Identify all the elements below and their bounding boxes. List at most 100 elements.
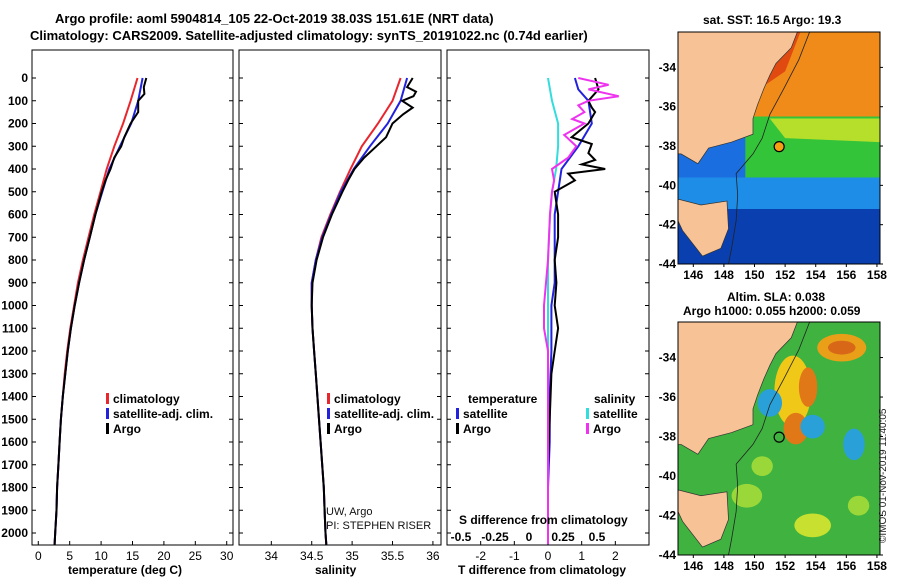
sla-shelf-contour	[728, 322, 810, 555]
legend-item-satellite: satellite	[586, 406, 638, 421]
sla-map-lat-label: -40	[659, 469, 677, 483]
legend-item-argo: Argo	[456, 421, 537, 436]
sst-map-frame	[677, 31, 881, 265]
legend-label: satellite	[593, 406, 638, 421]
sst-map-lat-label: -42	[659, 218, 677, 232]
temperature-x-tick-label: 25	[189, 549, 203, 563]
legend-swatch	[327, 423, 330, 434]
legend-swatch	[106, 408, 109, 419]
sla-map-lat-label: -36	[659, 390, 677, 404]
depth-tick-label: 1400	[1, 390, 28, 404]
depth-tick-label: 1600	[1, 435, 28, 449]
sla-map-lon-label: 152	[775, 559, 795, 573]
sla-anomaly-9	[731, 483, 763, 508]
salinity-x-tick-label: 36	[426, 549, 440, 563]
sla-anomaly-10	[794, 513, 832, 538]
difference-x-tick-label: 2	[612, 549, 619, 563]
depth-tick-label: 400	[8, 162, 28, 176]
difference-x-tick-label: 1	[578, 549, 585, 563]
legend-item-climatology: climatology	[327, 391, 434, 406]
salinity-x-tick-label: 34.5	[300, 549, 324, 563]
legend-label: climatology	[113, 391, 180, 406]
sla-anomaly-11	[751, 456, 773, 477]
sla-anomaly-6	[800, 414, 825, 439]
depth-tick-label: 300	[8, 139, 28, 153]
sst-map-lat-label: -44	[659, 257, 677, 271]
argo-position-marker	[773, 141, 785, 153]
legend-swatch	[106, 423, 109, 434]
sla-map-lon-label: 150	[744, 559, 764, 573]
depth-tick-label: 600	[8, 208, 28, 222]
salinity-difference-tick-label: 0.25	[551, 530, 575, 544]
legend-label: Argo	[593, 421, 621, 436]
sst-map-lon-label: 148	[714, 268, 734, 282]
temperature-series-satellite-adj-clim-	[53, 77, 144, 545]
temperature-x-tick-label: 30	[220, 549, 234, 563]
legend-swatch	[456, 408, 459, 419]
salinity-series-argo	[310, 77, 418, 545]
difference-x-axis-title: T difference from climatology	[458, 563, 627, 577]
sla-map-subtitle: Argo h1000: 0.055 h2000: 0.059	[683, 304, 861, 318]
temperature-series-climatology	[53, 77, 139, 545]
legend-label: satellite-adj. clim.	[334, 406, 435, 421]
sla-map-frame	[677, 321, 881, 556]
sla-map-lat-label: -44	[659, 548, 677, 562]
difference-top-axis-title: S difference from climatology	[459, 513, 628, 527]
sla-map-title: Altim. SLA: 0.038	[727, 290, 826, 304]
argo-position-marker	[773, 431, 785, 443]
temperature-x-axis-title: temperature (deg C)	[68, 563, 183, 577]
temperature-x-tick-label: 0	[35, 549, 42, 563]
difference-x-tick-label: 0	[545, 549, 552, 563]
sst-blue-band	[678, 177, 880, 209]
salinity-difference-tick-label: -0.5	[451, 530, 472, 544]
legend-label: Argo	[334, 421, 362, 436]
sst-map-title: sat. SST: 16.5 Argo: 19.3	[703, 13, 842, 27]
salinity-x-tick-label: 35	[345, 549, 359, 563]
sla-map-layer	[678, 322, 880, 555]
legend-swatch	[106, 393, 109, 404]
depth-tick-label: 1800	[1, 481, 28, 495]
sla-land-tasmania	[678, 489, 729, 548]
sla-map-lat-label: -38	[659, 430, 677, 444]
legend-item-climatology: climatology	[106, 391, 213, 406]
temperature-x-tick-label: 15	[126, 549, 140, 563]
sst-land-mainland	[678, 32, 798, 165]
difference-x-tick-label: -1	[509, 549, 520, 563]
sla-anomaly-2	[783, 412, 809, 445]
legend-label: Argo	[463, 421, 491, 436]
legend-swatch	[327, 393, 330, 404]
legend-label: Argo	[113, 421, 141, 436]
legend-item-argo: Argo	[327, 421, 434, 436]
sla-anomaly-7	[843, 428, 865, 461]
sla-land-mainland	[678, 322, 798, 455]
sla-map-lat-label: -42	[659, 509, 677, 523]
temperature-x-tick-label: 20	[157, 549, 171, 563]
temperature-x-tick-label: 5	[66, 549, 73, 563]
temperature-series-argo	[53, 77, 148, 545]
sla-map-lon-label: 148	[714, 559, 734, 573]
sst-map-lat-label: -38	[659, 139, 677, 153]
sst-map-lon-label: 156	[836, 268, 856, 282]
salinity-difference-tick-label: -0.25	[481, 530, 509, 544]
sst-map-lat-label: -34	[659, 60, 677, 74]
temperature-legend: climatology satellite-adj. clim. Argo	[106, 391, 213, 436]
sla-anomaly-12	[847, 495, 870, 516]
credit-line2: PI: STEPHEN RISER	[326, 520, 432, 532]
depth-tick-label: 1200	[1, 344, 28, 358]
sst-map-lon-label: 158	[867, 268, 887, 282]
sla-map-lat-label: -34	[659, 351, 677, 365]
salinity-frame	[238, 49, 442, 546]
chart-title-line2: Climatology: CARS2009. Satellite-adjuste…	[30, 28, 588, 43]
depth-tick-label: 100	[8, 94, 28, 108]
difference-series-salinity-argo	[543, 77, 619, 545]
depth-tick-label: 2000	[1, 526, 28, 540]
depth-tick-label: 1900	[1, 503, 28, 517]
legend-swatch	[586, 408, 589, 419]
salinity-difference-legend: salinity satellite Argo	[586, 391, 638, 436]
sst-land-tasmania	[678, 198, 729, 257]
sst-shelf-contour	[728, 32, 810, 264]
depth-tick-label: 800	[8, 253, 28, 267]
sst-map-lat-label: -36	[659, 100, 677, 114]
depth-tick-label: 1500	[1, 412, 28, 426]
legend-item-argo: Argo	[106, 421, 213, 436]
